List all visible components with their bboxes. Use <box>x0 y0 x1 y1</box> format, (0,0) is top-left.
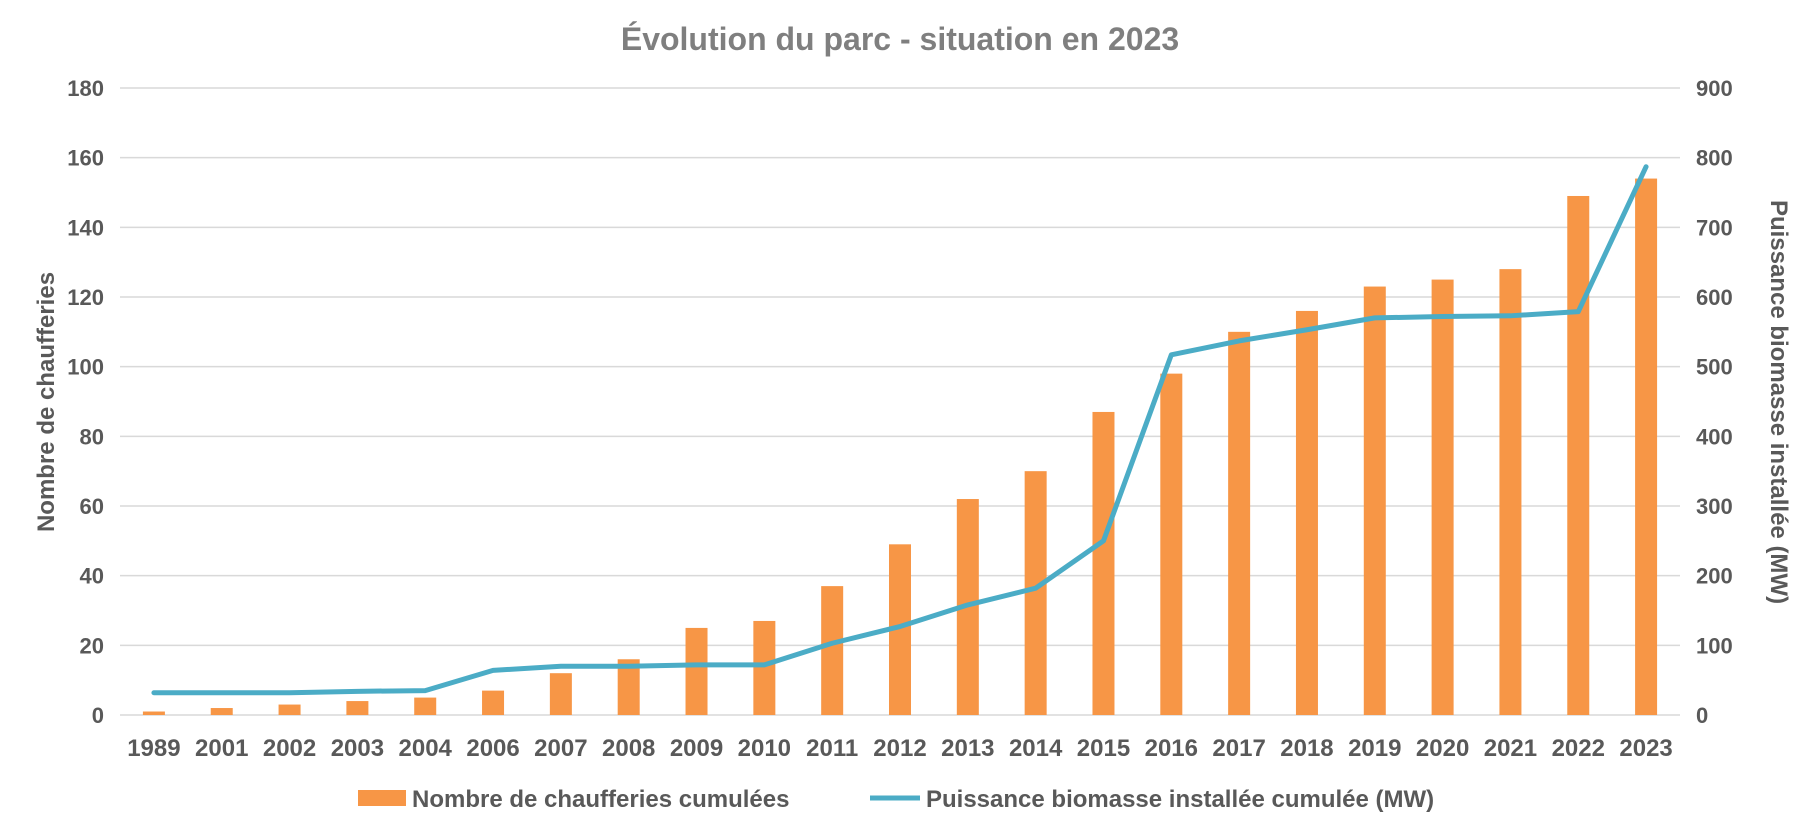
bar-chaufferies <box>482 690 505 715</box>
bar-chaufferies <box>1160 373 1183 715</box>
left-tick-label: 160 <box>67 146 104 171</box>
x-tick-label: 2001 <box>195 735 248 762</box>
left-tick-label: 180 <box>67 76 104 101</box>
right-tick-label: 900 <box>1696 76 1733 101</box>
right-tick-label: 200 <box>1696 564 1733 589</box>
x-tick-label: 2002 <box>263 735 316 762</box>
chart-title: Évolution du parc - situation en 2023 <box>621 21 1179 57</box>
x-tick-label: 2023 <box>1619 735 1672 762</box>
bar-chaufferies <box>753 620 776 715</box>
legend-line-label: Puissance biomasse installée cumulée (MW… <box>926 786 1434 813</box>
x-tick-label: 2006 <box>466 735 519 762</box>
bar-chaufferies <box>1635 178 1658 716</box>
x-tick-label: 2015 <box>1077 735 1130 762</box>
bar-chaufferies <box>1363 286 1386 715</box>
x-tick-label: 2009 <box>670 735 723 762</box>
bar-chaufferies <box>142 711 165 715</box>
bar-chaufferies <box>1092 411 1115 715</box>
bar-chaufferies <box>1431 279 1454 715</box>
right-axis-label: Puissance biomasse installée (MW) <box>1765 200 1792 604</box>
right-tick-label: 600 <box>1696 285 1733 310</box>
bar-chaufferies <box>1024 471 1047 715</box>
bar-chaufferies <box>685 627 708 715</box>
bar-chaufferies <box>821 586 844 715</box>
x-tick-label: 2018 <box>1280 735 1333 762</box>
right-tick-label: 700 <box>1696 215 1733 240</box>
x-tick-label: 2017 <box>1212 735 1265 762</box>
right-tick-label: 500 <box>1696 355 1733 380</box>
x-tick-label: 2014 <box>1009 735 1063 762</box>
legend: Nombre de chaufferies cumulées Puissance… <box>358 786 1434 813</box>
bar-chaufferies <box>549 673 572 715</box>
right-tick-label: 0 <box>1696 703 1708 728</box>
bar-chaufferies <box>1295 310 1318 715</box>
x-tick-label: 2008 <box>602 735 655 762</box>
x-tick-label: 2007 <box>534 735 587 762</box>
x-tick-label: 2019 <box>1348 735 1401 762</box>
line-puissance <box>151 164 1649 696</box>
x-tick-label: 2020 <box>1416 735 1469 762</box>
x-tick-label: 2021 <box>1484 735 1537 762</box>
left-tick-label: 100 <box>67 355 104 380</box>
right-tick-label: 300 <box>1696 494 1733 519</box>
left-tick-label: 120 <box>67 285 104 310</box>
right-tick-label: 100 <box>1696 633 1733 658</box>
bar-chaufferies <box>210 708 233 715</box>
left-tick-label: 20 <box>80 633 104 658</box>
x-tick-label: 1989 <box>127 735 180 762</box>
bar-chaufferies <box>889 544 911 715</box>
x-tick-label: 2004 <box>399 735 453 762</box>
legend-bar-swatch <box>358 790 406 806</box>
right-tick-label: 800 <box>1696 146 1733 171</box>
bar-chaufferies <box>1567 195 1590 715</box>
bar-chaufferies <box>278 704 301 715</box>
x-tick-label: 2010 <box>738 735 791 762</box>
legend-bar-label: Nombre de chaufferies cumulées <box>412 786 789 813</box>
bars-layer <box>142 178 1658 716</box>
right-tick-label: 400 <box>1696 424 1733 449</box>
left-tick-label: 0 <box>92 703 104 728</box>
x-tick-label: 2022 <box>1552 735 1605 762</box>
line-layer <box>151 164 1649 696</box>
left-tick-label: 80 <box>80 424 104 449</box>
left-tick-label: 40 <box>80 564 104 589</box>
bar-chaufferies <box>1499 269 1522 715</box>
x-tick-label: 2012 <box>873 735 926 762</box>
right-axis-ticks: 0 100 200 300 400 500 600 700 800 900 <box>1696 76 1733 728</box>
left-axis-label: Nombre de chaufferies <box>33 272 60 532</box>
x-tick-label: 2003 <box>331 735 384 762</box>
bar-chaufferies <box>1228 331 1251 715</box>
grid-layer <box>120 87 1680 716</box>
bar-chaufferies <box>414 697 437 715</box>
bar-chaufferies <box>617 659 640 715</box>
x-tick-label: 2016 <box>1145 735 1198 762</box>
left-tick-label: 140 <box>67 215 104 240</box>
x-tick-label: 2011 <box>806 735 858 762</box>
left-tick-label: 60 <box>80 494 104 519</box>
left-axis-ticks: 0 20 40 60 80 100 120 140 160 180 <box>67 76 104 728</box>
bar-chaufferies <box>346 701 369 715</box>
x-tick-label: 2013 <box>941 735 994 762</box>
x-axis-ticks: 1989 2001 2002 2003 2004 2006 2007 2008 2009 2010… <box>127 735 1673 762</box>
